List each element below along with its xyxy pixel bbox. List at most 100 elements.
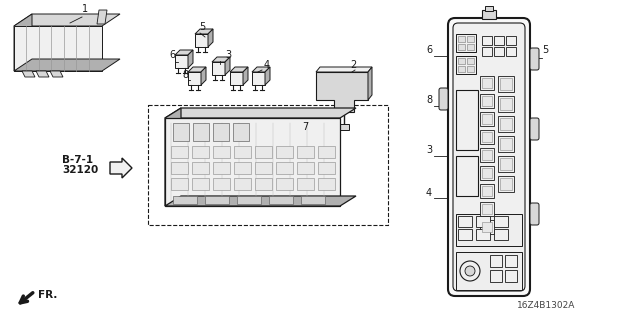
Bar bbox=[467, 66, 474, 72]
Polygon shape bbox=[165, 108, 181, 206]
Bar bbox=[458, 44, 465, 50]
Bar bbox=[192, 162, 209, 174]
Bar bbox=[506, 47, 516, 56]
Bar bbox=[237, 196, 261, 204]
Bar bbox=[458, 36, 465, 42]
Bar bbox=[456, 34, 476, 52]
Bar bbox=[467, 36, 474, 42]
Polygon shape bbox=[110, 158, 132, 178]
Bar bbox=[485, 6, 493, 11]
Bar bbox=[193, 123, 209, 141]
Bar bbox=[482, 36, 492, 45]
Polygon shape bbox=[165, 196, 356, 206]
FancyBboxPatch shape bbox=[530, 118, 539, 140]
Polygon shape bbox=[175, 55, 188, 68]
Bar bbox=[456, 214, 522, 246]
Bar bbox=[480, 94, 494, 108]
Polygon shape bbox=[319, 124, 329, 130]
Text: 1: 1 bbox=[82, 4, 88, 14]
Bar bbox=[480, 112, 494, 126]
Polygon shape bbox=[175, 50, 193, 55]
Text: 5: 5 bbox=[199, 22, 205, 32]
Polygon shape bbox=[97, 10, 107, 24]
Bar bbox=[456, 56, 476, 74]
Text: 32120: 32120 bbox=[62, 165, 99, 175]
Bar bbox=[213, 162, 230, 174]
Polygon shape bbox=[339, 124, 349, 130]
Bar bbox=[467, 58, 474, 64]
Bar bbox=[318, 162, 335, 174]
Bar bbox=[213, 178, 230, 190]
Bar bbox=[318, 178, 335, 190]
Bar bbox=[482, 204, 492, 214]
Polygon shape bbox=[212, 62, 225, 75]
Bar bbox=[505, 270, 517, 282]
Bar bbox=[480, 220, 494, 234]
Bar bbox=[173, 123, 189, 141]
Bar bbox=[500, 98, 512, 110]
Bar bbox=[255, 146, 272, 158]
Polygon shape bbox=[22, 71, 35, 77]
Bar bbox=[494, 229, 508, 240]
Bar bbox=[500, 118, 512, 130]
Bar bbox=[482, 96, 492, 106]
Bar bbox=[482, 114, 492, 124]
Polygon shape bbox=[225, 57, 230, 75]
Bar bbox=[213, 123, 229, 141]
Text: 8: 8 bbox=[426, 95, 432, 105]
Bar bbox=[490, 270, 502, 282]
Bar bbox=[482, 222, 492, 232]
Bar bbox=[276, 146, 293, 158]
Bar bbox=[192, 146, 209, 158]
Polygon shape bbox=[14, 59, 120, 71]
Bar bbox=[498, 76, 514, 92]
Polygon shape bbox=[316, 67, 372, 72]
Polygon shape bbox=[50, 71, 63, 77]
Polygon shape bbox=[165, 118, 340, 206]
Bar bbox=[482, 150, 492, 160]
Bar bbox=[500, 78, 512, 90]
Bar bbox=[482, 168, 492, 178]
Text: 5: 5 bbox=[542, 45, 548, 55]
Bar bbox=[480, 202, 494, 216]
Polygon shape bbox=[316, 72, 368, 112]
Polygon shape bbox=[243, 67, 248, 85]
Polygon shape bbox=[188, 50, 193, 68]
Bar bbox=[171, 178, 188, 190]
Bar bbox=[458, 229, 472, 240]
Bar bbox=[494, 47, 504, 56]
Text: 3: 3 bbox=[426, 145, 432, 155]
FancyBboxPatch shape bbox=[439, 88, 448, 110]
Bar bbox=[476, 216, 490, 227]
Bar bbox=[480, 166, 494, 180]
Polygon shape bbox=[252, 67, 270, 72]
Bar bbox=[498, 116, 514, 132]
Polygon shape bbox=[195, 29, 213, 34]
Bar bbox=[498, 156, 514, 172]
Bar bbox=[500, 158, 512, 170]
Polygon shape bbox=[188, 72, 201, 85]
Polygon shape bbox=[14, 26, 102, 71]
Text: 16Z4B1302A: 16Z4B1302A bbox=[516, 301, 575, 310]
Circle shape bbox=[311, 125, 321, 135]
Polygon shape bbox=[212, 57, 230, 62]
Bar bbox=[458, 216, 472, 227]
Polygon shape bbox=[14, 14, 120, 26]
FancyBboxPatch shape bbox=[453, 23, 525, 291]
Bar bbox=[269, 196, 293, 204]
Bar bbox=[482, 186, 492, 196]
Polygon shape bbox=[165, 108, 356, 118]
Polygon shape bbox=[14, 14, 32, 71]
Bar bbox=[318, 146, 335, 158]
Bar bbox=[233, 123, 249, 141]
Bar bbox=[456, 156, 478, 196]
Bar bbox=[482, 10, 496, 19]
Bar bbox=[297, 146, 314, 158]
Bar bbox=[301, 196, 325, 204]
Bar bbox=[255, 162, 272, 174]
Bar bbox=[498, 96, 514, 112]
Text: 4: 4 bbox=[426, 188, 432, 198]
Bar bbox=[234, 162, 251, 174]
Bar bbox=[276, 162, 293, 174]
Bar bbox=[234, 178, 251, 190]
